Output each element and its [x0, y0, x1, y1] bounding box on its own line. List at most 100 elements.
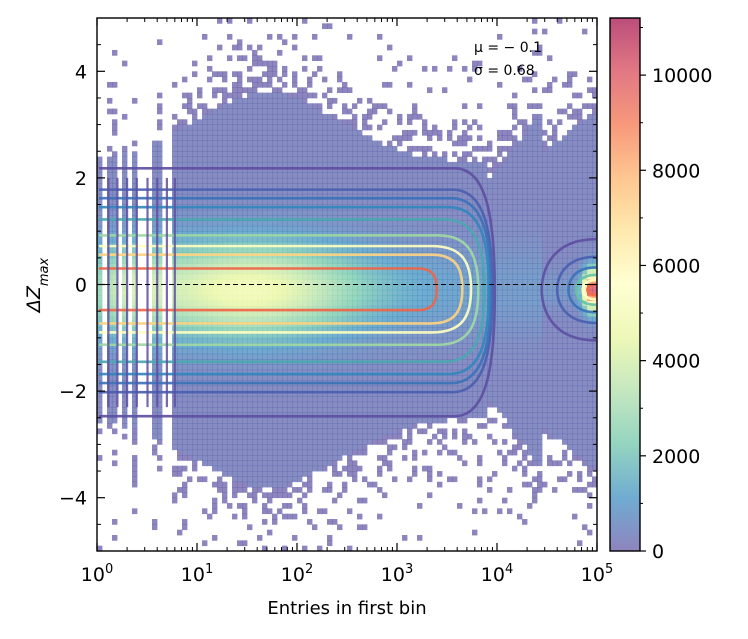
- heatmap-cell: [132, 220, 138, 227]
- heatmap-cell: [157, 385, 163, 392]
- heatmap-cell: [312, 439, 318, 445]
- heatmap-cell: [427, 241, 433, 248]
- heatmap-cell: [177, 135, 183, 141]
- heatmap-cell: [407, 241, 413, 248]
- heatmap-cell: [327, 183, 333, 189]
- heatmap-cell: [192, 71, 198, 78]
- heatmap-cell: [437, 273, 443, 280]
- heatmap-cell: [352, 241, 358, 248]
- heatmap-cell: [402, 444, 408, 451]
- heatmap-cell: [447, 263, 453, 269]
- heatmap-cell: [372, 236, 378, 243]
- heatmap-cell: [207, 385, 213, 392]
- heatmap-cell: [262, 311, 268, 317]
- heatmap-cell: [222, 220, 228, 227]
- heatmap-cell: [507, 273, 513, 280]
- heatmap-cell: [257, 220, 263, 227]
- heatmap-cell: [192, 220, 198, 227]
- heatmap-cell: [107, 183, 113, 189]
- heatmap-cell: [307, 428, 313, 435]
- heatmap-cell: [392, 300, 398, 307]
- heatmap-cell: [457, 396, 463, 403]
- heatmap-cell: [352, 460, 358, 467]
- heatmap-cell: [377, 268, 383, 275]
- heatmap-cell: [347, 129, 353, 136]
- heatmap-cell: [442, 87, 448, 94]
- heatmap-cell: [417, 161, 423, 168]
- heatmap-cell: [432, 337, 438, 344]
- heatmap-cell: [177, 140, 183, 147]
- heatmap-cell: [447, 129, 453, 136]
- heatmap-cell: [222, 332, 228, 339]
- heatmap-cell: [462, 433, 468, 440]
- heatmap-cell: [252, 471, 258, 477]
- heatmap-cell: [332, 519, 338, 525]
- heatmap-cell: [272, 375, 278, 381]
- heatmap-cell: [352, 465, 358, 472]
- heatmap-cell: [222, 481, 228, 488]
- heatmap-cell: [182, 316, 188, 323]
- heatmap-cell: [322, 247, 328, 253]
- heatmap-cell: [362, 241, 368, 248]
- heatmap-cell: [327, 113, 333, 120]
- heatmap-cell: [462, 305, 468, 312]
- heatmap-cell: [442, 321, 448, 328]
- heatmap-cell: [132, 316, 138, 323]
- heatmap-cell: [357, 497, 363, 504]
- heatmap-cell: [477, 273, 483, 280]
- heatmap-cell: [262, 140, 268, 147]
- heatmap-cell: [277, 172, 283, 179]
- heatmap-cell: [357, 295, 363, 301]
- heatmap-cell: [242, 87, 248, 94]
- heatmap-cell: [297, 364, 303, 371]
- heatmap-cell: [292, 407, 298, 413]
- heatmap-cell: [202, 396, 208, 403]
- heatmap-cell: [442, 220, 448, 227]
- heatmap-cell: [202, 295, 208, 301]
- heatmap-cell: [97, 225, 103, 232]
- heatmap-cell: [267, 439, 273, 445]
- heatmap-cell: [482, 188, 488, 195]
- heatmap-cell: [192, 183, 198, 189]
- heatmap-cell: [302, 247, 308, 253]
- heatmap-cell: [392, 193, 398, 200]
- heatmap-cell: [282, 236, 288, 243]
- heatmap-cell: [402, 423, 408, 429]
- heatmap-cell: [482, 209, 488, 216]
- heatmap-cell: [392, 172, 398, 179]
- heatmap-cell: [197, 428, 203, 435]
- heatmap-cell: [337, 129, 343, 136]
- heatmap-cell: [502, 343, 508, 349]
- heatmap-cell: [217, 444, 223, 451]
- heatmap-cell: [452, 183, 458, 189]
- heatmap-cell: [342, 145, 348, 152]
- heatmap-cell: [177, 295, 183, 301]
- heatmap-cell: [292, 140, 298, 147]
- heatmap-cell: [107, 161, 113, 168]
- heatmap-cell: [302, 177, 308, 184]
- heatmap-cell: [247, 18, 253, 24]
- heatmap-cell: [427, 337, 433, 344]
- heatmap-cell: [267, 348, 273, 355]
- heatmap-cell: [397, 113, 403, 120]
- heatmap-cell: [452, 300, 458, 307]
- heatmap-cell: [347, 193, 353, 200]
- heatmap-cell: [177, 396, 183, 403]
- heatmap-cell: [317, 273, 323, 280]
- heatmap-cell: [312, 311, 318, 317]
- heatmap-cell: [472, 225, 478, 232]
- heatmap-cell: [227, 385, 233, 392]
- heatmap-cell: [332, 177, 338, 184]
- heatmap-cell: [187, 439, 193, 445]
- heatmap-cell: [422, 172, 428, 179]
- heatmap-cell: [312, 236, 318, 243]
- heatmap-cell: [317, 156, 323, 163]
- heatmap-cell: [152, 231, 158, 237]
- heatmap-cell: [252, 455, 258, 461]
- heatmap-cell: [177, 241, 183, 248]
- heatmap-cell: [107, 279, 113, 285]
- heatmap-cell: [237, 247, 243, 253]
- heatmap-cell: [332, 97, 338, 104]
- heatmap-cell: [447, 407, 453, 413]
- heatmap-cell: [262, 199, 268, 205]
